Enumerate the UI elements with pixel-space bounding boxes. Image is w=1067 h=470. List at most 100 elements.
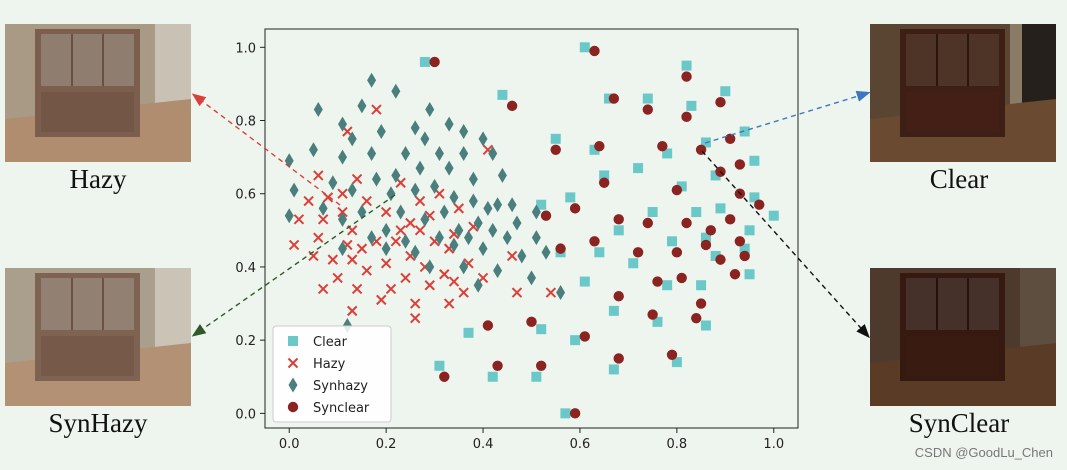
point-synhazy	[386, 186, 396, 202]
clear-image	[870, 24, 1056, 162]
point-synclear	[724, 214, 736, 225]
point-clear	[434, 360, 445, 371]
point-synclear	[739, 250, 750, 262]
point-synhazy	[415, 160, 425, 176]
point-synhazy	[396, 204, 406, 220]
point-synclear	[439, 371, 450, 382]
point-hazy	[313, 170, 324, 181]
point-synclear	[695, 298, 707, 309]
point-clear	[739, 243, 750, 254]
point-clear	[696, 280, 707, 291]
point-synclear	[676, 272, 687, 284]
x-tick-label: 0.8	[667, 437, 688, 452]
point-synclear	[492, 360, 503, 371]
point-hazy	[288, 239, 300, 251]
legend-marker-synhazy	[288, 377, 298, 393]
point-clear	[599, 170, 610, 181]
point-clear	[720, 86, 731, 97]
point-hazy	[376, 294, 387, 306]
point-synclear	[734, 236, 746, 247]
point-synhazy	[478, 131, 488, 147]
point-synhazy	[313, 102, 323, 118]
point-clear	[608, 305, 619, 316]
point-synclear	[569, 203, 581, 214]
arrow-synhazy	[191, 194, 396, 337]
point-hazy	[313, 232, 324, 243]
point-synhazy	[541, 244, 551, 260]
y-tick-label: 0.4	[235, 261, 256, 276]
clear-caption: Clear	[929, 164, 989, 194]
point-synhazy	[410, 182, 420, 198]
point-synclear	[681, 71, 692, 82]
point-synhazy	[420, 211, 430, 227]
point-clear	[560, 408, 571, 419]
hazy-image	[5, 24, 191, 162]
point-synhazy	[493, 197, 503, 213]
point-clear	[667, 236, 678, 247]
legend-marker-clear	[288, 336, 298, 346]
point-clear	[700, 320, 711, 331]
series-hazy	[288, 104, 557, 324]
point-synhazy	[338, 149, 348, 165]
point-hazy	[545, 287, 557, 298]
point-synhazy	[454, 222, 464, 238]
point-hazy	[303, 195, 314, 207]
point-synhazy	[328, 175, 338, 191]
point-clear	[536, 324, 547, 335]
point-hazy	[380, 258, 392, 269]
point-hazy	[506, 250, 518, 262]
point-hazy	[293, 214, 305, 225]
point-synhazy	[367, 230, 377, 246]
point-clear	[647, 207, 658, 218]
legend-label-synclear: Synclear	[313, 401, 370, 416]
point-synclear	[579, 331, 590, 342]
watermark: CSDN @GoodLu_Chen	[914, 445, 1053, 460]
point-clear	[419, 56, 430, 67]
point-synhazy	[347, 182, 357, 198]
point-clear	[676, 181, 687, 192]
point-synhazy	[444, 116, 454, 132]
point-clear	[662, 280, 673, 291]
point-synhazy	[367, 72, 377, 88]
point-synhazy	[493, 263, 503, 279]
point-synclear	[652, 276, 663, 287]
point-synhazy	[284, 208, 294, 224]
point-clear	[715, 203, 726, 214]
synclear-image	[870, 268, 1056, 406]
point-synhazy	[488, 145, 498, 161]
point-hazy	[308, 250, 319, 262]
point-synclear	[506, 100, 518, 112]
point-synclear	[657, 140, 668, 152]
data-points	[284, 42, 779, 419]
point-clear	[463, 327, 474, 338]
point-synclear	[724, 133, 736, 145]
point-synclear	[734, 159, 746, 170]
point-clear	[681, 60, 692, 71]
x-tick-label: 0.2	[376, 437, 397, 452]
point-hazy	[337, 188, 348, 199]
y-tick-label: 1.0	[235, 41, 256, 56]
point-synhazy	[371, 171, 381, 187]
point-clear	[749, 192, 760, 203]
point-synclear	[613, 291, 624, 302]
point-synhazy	[502, 230, 512, 246]
point-synhazy	[289, 182, 299, 198]
point-synhazy	[527, 270, 536, 286]
point-synhazy	[391, 167, 401, 183]
point-synclear	[589, 236, 600, 247]
point-synhazy	[517, 248, 527, 264]
point-synclear	[715, 97, 726, 108]
hazy-caption: Hazy	[69, 164, 127, 194]
point-synclear	[691, 312, 702, 324]
point-clear	[686, 100, 697, 111]
point-hazy	[439, 269, 450, 280]
point-clear	[594, 247, 605, 258]
point-synhazy	[434, 145, 444, 161]
point-clear	[589, 144, 600, 155]
point-hazy	[410, 312, 421, 324]
y-tick-label: 0.6	[235, 188, 256, 203]
point-synhazy	[318, 200, 328, 216]
point-synclear	[535, 360, 547, 371]
point-synclear	[594, 140, 605, 152]
